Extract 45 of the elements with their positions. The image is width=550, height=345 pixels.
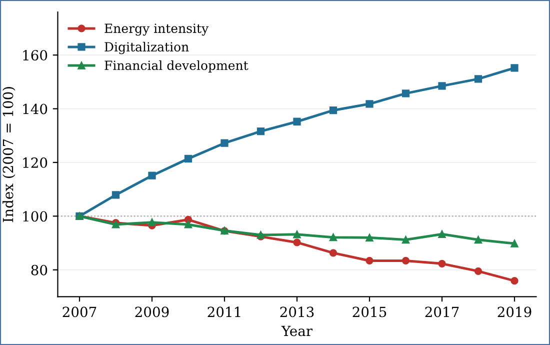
point [220, 139, 228, 147]
point [293, 238, 301, 246]
point [510, 277, 518, 285]
point [366, 234, 374, 242]
x-tick-label: 2013 [280, 306, 314, 318]
point [366, 100, 374, 108]
y-tick-label: 140 [23, 104, 48, 114]
y-tick-label: 160 [23, 50, 48, 61]
point [329, 249, 338, 257]
y-tick-label: 100 [23, 211, 48, 222]
point [474, 236, 482, 244]
y-tick-label: 80 [31, 264, 48, 276]
x-tick-label: 2007 [62, 306, 96, 318]
point [474, 267, 482, 276]
point [148, 218, 156, 226]
point [184, 154, 192, 163]
y-tick-label: 120 [23, 157, 48, 168]
legend-label: Financial development [104, 60, 248, 72]
point [329, 234, 338, 242]
legend-label: Digitalization [104, 42, 189, 54]
legend-label: Energy intensity [104, 24, 209, 36]
point [293, 118, 301, 126]
point [112, 191, 120, 199]
point [438, 230, 446, 238]
point [510, 240, 518, 248]
point [474, 75, 482, 83]
x-axis-title: Year [281, 326, 313, 336]
point [148, 172, 156, 180]
y-axis-title: Index (2007 = 100) [2, 87, 16, 222]
point [438, 82, 446, 90]
x-tick-label: 2011 [208, 306, 240, 318]
point [329, 106, 338, 114]
point [402, 90, 410, 98]
point [184, 220, 192, 228]
x-tick-label: 2015 [352, 306, 386, 318]
x-tick-label: 2009 [135, 306, 169, 318]
x-tick-label: 2017 [425, 306, 459, 318]
point [402, 236, 410, 244]
point [256, 127, 265, 136]
point [402, 256, 410, 265]
point [366, 256, 374, 265]
x-tick-label: 2019 [498, 306, 532, 318]
point [510, 64, 518, 72]
point [438, 260, 446, 268]
point [293, 230, 301, 238]
